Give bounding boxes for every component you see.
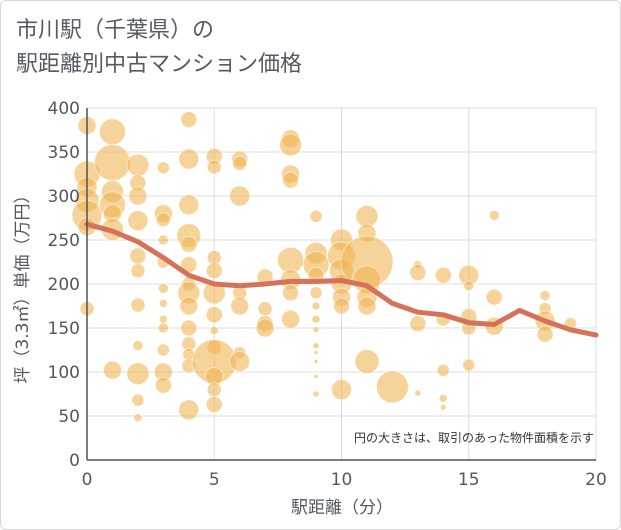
bubble-point — [205, 396, 223, 414]
bubble-point — [206, 159, 222, 175]
bubble-point — [485, 288, 503, 306]
bubble-point — [206, 382, 222, 398]
trend-line — [84, 221, 599, 338]
bubble-point — [463, 280, 475, 292]
bubble-point — [434, 266, 452, 284]
bubble-point — [229, 350, 251, 372]
bubble-point — [157, 282, 169, 294]
bubble-point — [129, 247, 147, 265]
y-tick-label: 250 — [48, 231, 80, 251]
x-tick-label: 0 — [82, 470, 93, 490]
bubble-point — [230, 296, 250, 316]
bubble-point — [131, 393, 145, 407]
bubble-point — [311, 301, 321, 311]
bubble-point — [488, 209, 500, 221]
bubble-point — [180, 110, 198, 128]
bubble-point — [102, 360, 122, 380]
y-tick-label: 150 — [48, 319, 80, 339]
y-tick-label: 200 — [48, 275, 80, 295]
bubble-point — [313, 373, 319, 379]
bubble-point — [281, 309, 301, 329]
bubble-size-note: 円の大きさは、取引のあった物件面積を示す — [354, 430, 594, 445]
bubble-point — [282, 171, 300, 189]
bubble-point — [409, 315, 427, 333]
y-tick-label: 350 — [48, 143, 80, 163]
bubble-point — [98, 118, 126, 146]
axes: 0 50 100 150 200 250 300 350 400 0 5 10 15 20 — [48, 99, 607, 490]
bubble-point — [126, 362, 150, 386]
bubble-point — [354, 348, 380, 374]
bubble-point — [313, 350, 319, 356]
bubble-point — [375, 370, 409, 404]
bubble-point — [311, 314, 321, 324]
bubble-point — [232, 155, 248, 171]
bubble-point — [158, 314, 168, 324]
trend-line-series — [84, 221, 599, 338]
bubble-point — [93, 144, 131, 182]
bubble-point — [309, 209, 323, 223]
bubble-point — [255, 318, 275, 338]
bubble-point — [154, 376, 172, 394]
bubble-point — [257, 301, 273, 317]
bubble-point — [155, 212, 171, 228]
bubble-point — [409, 264, 427, 282]
bubble-point — [436, 363, 450, 377]
bubble-point — [209, 326, 219, 336]
bubble-point — [178, 399, 200, 421]
y-tick-label: 300 — [48, 187, 80, 207]
bubble-point — [439, 403, 447, 411]
bubble-point — [312, 390, 320, 398]
bubble-point — [179, 296, 199, 316]
bubble-point — [333, 297, 350, 315]
bubble-point — [312, 342, 320, 350]
x-tick-label: 10 — [331, 470, 353, 490]
bubble-point — [180, 235, 198, 253]
y-tick-label: 50 — [58, 407, 80, 427]
bubble-point — [133, 413, 143, 423]
bubble-point — [128, 186, 148, 206]
bubble-point — [279, 133, 303, 157]
bubble-point — [309, 286, 323, 300]
bubble-point — [205, 306, 223, 324]
bubble-point — [130, 263, 146, 279]
bubble-point — [312, 326, 320, 334]
chart-title: 市川駅（千葉県）の 駅距離別中古マンション価格 — [16, 14, 302, 82]
bubble-point — [282, 284, 300, 302]
bubble-point — [331, 379, 352, 401]
chart-title-line-2: 駅距離別中古マンション価格 — [16, 52, 303, 77]
x-axis-title: 駅距離（分） — [291, 498, 393, 518]
x-tick-label: 15 — [458, 470, 480, 490]
bubble-point — [414, 389, 422, 397]
bubble-series — [71, 110, 578, 423]
y-tick-label: 0 — [69, 451, 80, 471]
bubble-point — [127, 210, 149, 232]
y-axis-title: 坪（3.3㎡）単価（万円） — [13, 186, 33, 383]
bubble-point — [130, 297, 146, 313]
y-tick-label: 100 — [48, 363, 80, 383]
bubble-point — [156, 161, 170, 175]
bubble-point — [178, 194, 200, 216]
bubble-point — [205, 262, 223, 280]
bubble-point — [357, 296, 377, 316]
bubble-point — [157, 322, 169, 334]
bubble-point — [180, 319, 198, 337]
x-tick-label: 5 — [209, 470, 220, 490]
bubble-point — [157, 234, 169, 246]
bubble-point — [536, 325, 554, 343]
bubble-point — [462, 358, 476, 372]
bubble-point — [313, 358, 319, 364]
bubble-point — [438, 393, 448, 403]
y-tick-label: 400 — [48, 99, 80, 119]
bubble-point — [178, 148, 200, 170]
chart-title-line-1: 市川駅（千葉県）の — [16, 18, 215, 43]
bubble-point — [132, 340, 144, 352]
bubble-point — [539, 289, 551, 301]
bubble-point — [158, 298, 168, 308]
bubble-point — [126, 153, 150, 177]
bubble-point — [156, 343, 170, 357]
x-tick-label: 20 — [585, 470, 607, 490]
bubble-point — [229, 185, 251, 207]
